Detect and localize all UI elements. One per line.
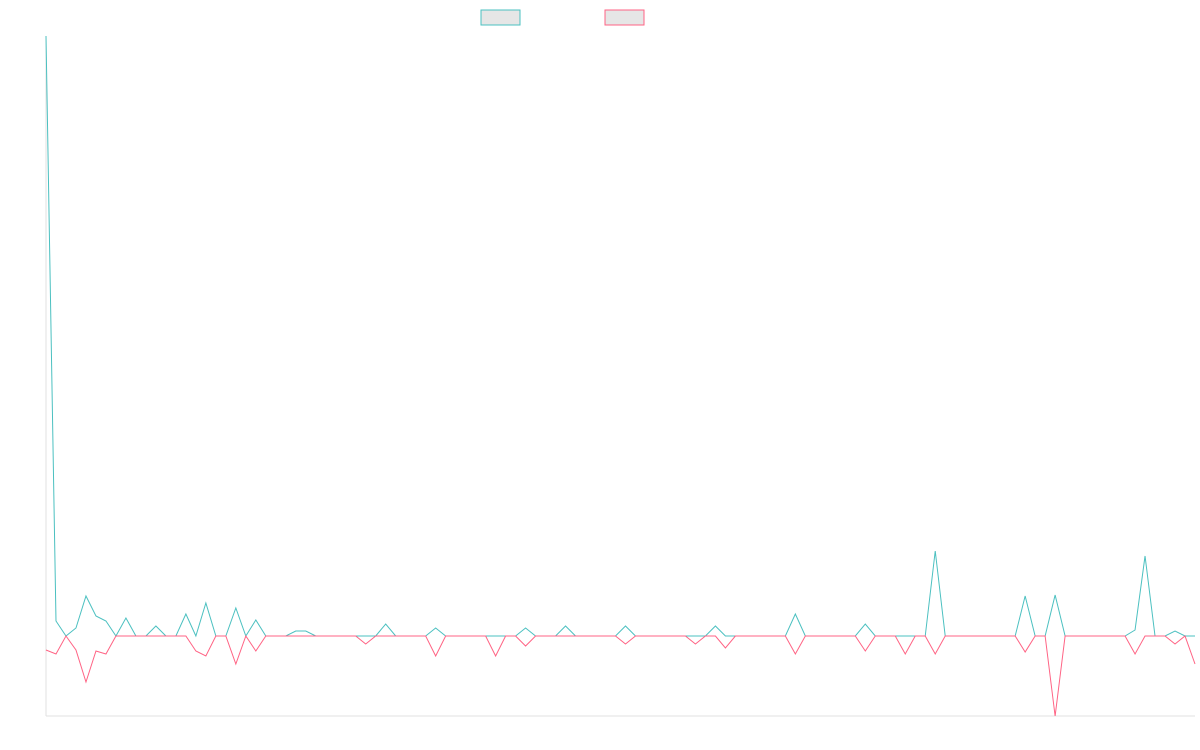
legend-swatch xyxy=(604,9,645,26)
series-line xyxy=(45,35,1195,638)
series-line xyxy=(45,634,1196,717)
legend-swatch xyxy=(480,9,521,26)
